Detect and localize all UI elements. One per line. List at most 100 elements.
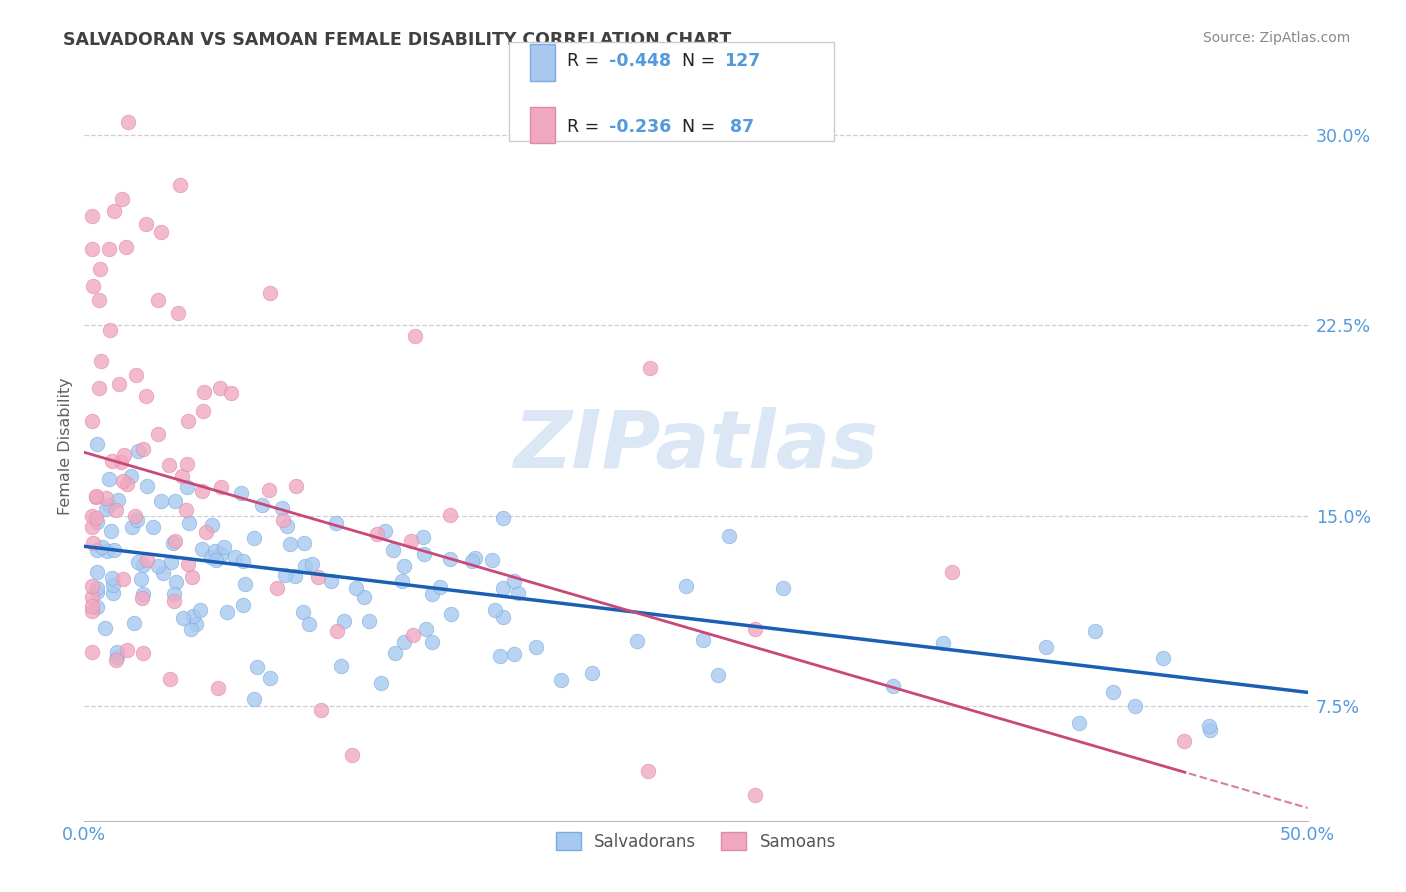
Point [503,647,526,661]
Point [127,443,149,458]
Point [82,279,104,293]
Point [366,527,388,541]
Point [1199,723,1222,737]
Point [90,540,112,554]
Point [112,572,135,586]
Point [298,616,321,631]
Point [1198,719,1220,733]
Point [232,554,254,568]
Point [209,547,232,561]
Point [114,448,136,462]
Text: ZIPatlas: ZIPatlas [513,407,879,485]
Point [146,427,169,442]
Point [307,570,329,584]
Point [404,328,426,343]
Point [370,676,392,690]
Point [80,591,103,605]
Point [181,609,204,624]
Point [278,537,301,551]
Point [135,553,157,567]
Point [170,469,193,483]
Point [208,381,231,395]
Point [86,543,108,558]
Point [80,520,103,534]
Point [146,293,169,307]
Point [502,574,524,589]
Text: SALVADORAN VS SAMOAN FEMALE DISABILITY CORRELATION CHART: SALVADORAN VS SAMOAN FEMALE DISABILITY C… [63,31,731,49]
Point [121,520,143,534]
Point [637,764,659,778]
Point [744,622,766,636]
Point [120,469,142,483]
Point [98,323,121,337]
Point [391,574,413,589]
Point [321,574,343,588]
Point [506,586,529,600]
Point [180,622,202,636]
Point [250,498,273,512]
Point [392,635,415,649]
Point [1152,651,1174,665]
Point [344,581,367,595]
Point [176,414,198,428]
Point [103,543,125,558]
Point [271,501,294,516]
Point [439,508,461,523]
Point [229,485,252,500]
Legend: Salvadorans, Samoans: Salvadorans, Samoans [550,825,842,857]
Point [274,568,297,582]
Point [82,535,104,549]
Point [181,569,204,583]
Point [412,530,434,544]
Point [165,574,187,589]
Text: -0.448: -0.448 [609,52,671,70]
Point [90,354,112,368]
Point [80,604,103,618]
Point [163,587,186,601]
Point [394,559,416,574]
Point [80,209,103,223]
Point [129,572,152,586]
Point [105,502,128,516]
Point [125,368,148,382]
Point [243,691,266,706]
Point [744,789,766,803]
Point [127,513,149,527]
Point [159,672,181,686]
Point [105,649,128,664]
Point [291,605,314,619]
Point [330,659,353,673]
Point [193,403,215,417]
Point [284,479,307,493]
Point [224,550,246,565]
Point [80,242,103,256]
Point [191,542,214,557]
Point [134,389,156,403]
Point [111,474,134,488]
Point [169,178,191,192]
Point [464,550,486,565]
Point [117,115,139,129]
Point [150,225,173,239]
Point [132,442,155,456]
Point [86,585,108,599]
Point [152,566,174,580]
Point [212,541,235,555]
Text: -0.236: -0.236 [609,118,671,136]
Point [160,555,183,569]
Point [219,386,242,401]
Point [115,643,138,657]
Point [104,653,127,667]
Point [492,510,515,524]
Point [325,624,347,638]
Point [332,614,354,628]
Point [626,634,648,648]
Point [491,581,513,595]
Point [401,628,423,642]
Point [201,517,224,532]
Point [101,586,124,600]
Point [207,681,229,696]
Point [195,525,218,540]
Point [179,516,201,531]
Point [325,516,347,530]
